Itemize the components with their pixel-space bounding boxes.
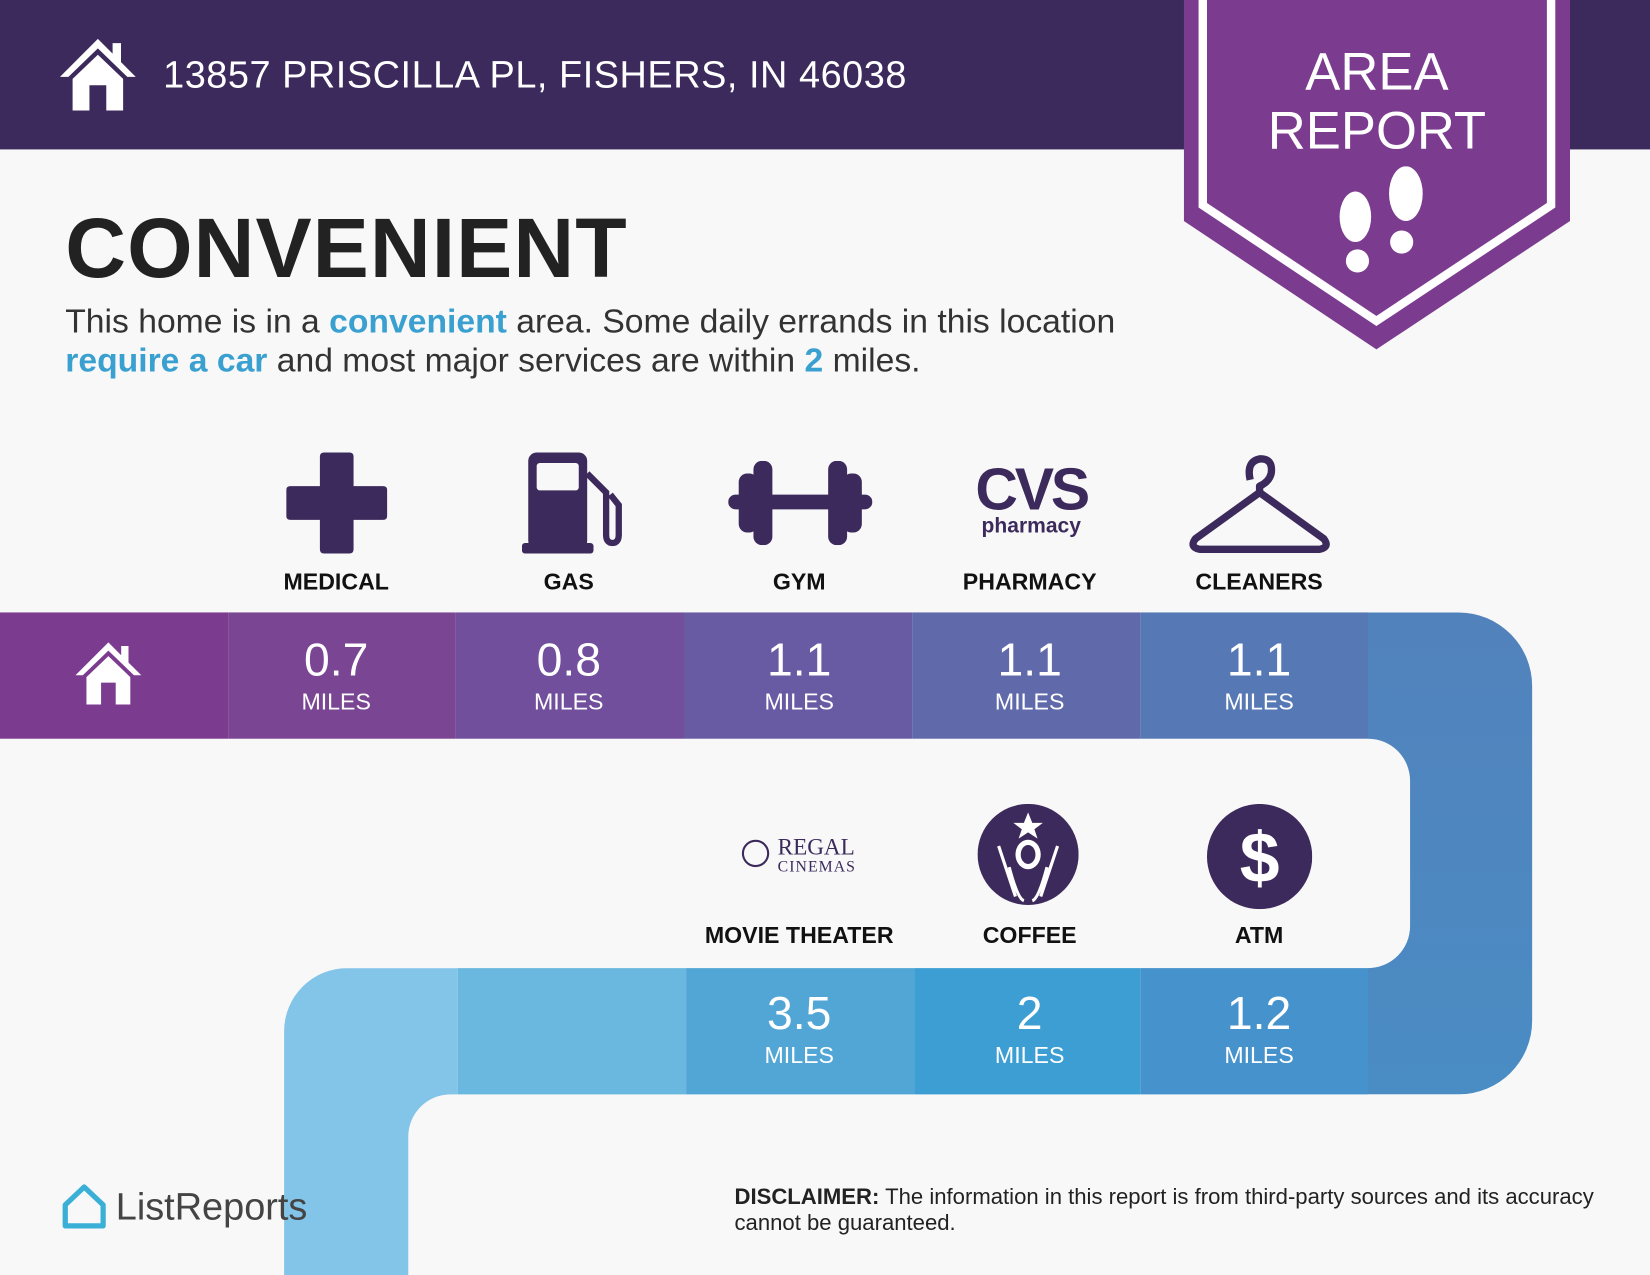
distance-cell-gym xyxy=(683,612,913,739)
distance-unit: MILES xyxy=(994,1041,1065,1069)
label-atm: ATM xyxy=(1234,921,1284,949)
distance-value: 0.7 xyxy=(304,634,369,687)
ribbon-line-2: REPORT xyxy=(1267,101,1487,160)
distance-gym: 1.1 MILES xyxy=(685,633,913,715)
distance-movie-theater: 3.5 MILES xyxy=(685,987,913,1069)
distance-atm: 1.2 MILES xyxy=(1145,987,1373,1069)
label-cleaners: CLEANERS xyxy=(1195,568,1323,595)
distance-unit: MILES xyxy=(764,1041,834,1069)
svg-text:pharmacy: pharmacy xyxy=(982,514,1082,537)
starbucks-logo xyxy=(977,803,1079,905)
distance-cell-gas xyxy=(455,612,684,739)
distance-pharmacy: 1.1 MILES xyxy=(916,633,1144,715)
svg-text:$: $ xyxy=(1240,818,1280,898)
medical-cross-icon xyxy=(286,452,388,554)
distance-unit: MILES xyxy=(764,688,834,715)
cvs-pharmacy-logo: CVS pharmacy xyxy=(975,459,1091,538)
label-medical: MEDICAL xyxy=(283,568,389,595)
hanger-icon xyxy=(1189,455,1330,553)
path-gap xyxy=(0,738,1411,969)
dumbbell-icon xyxy=(728,460,873,546)
summary-text: This home is in a convenient area. Some … xyxy=(65,302,1116,379)
regal-cinemas-logo: REGAL CINEMAS xyxy=(741,834,856,875)
distance-value: 1.1 xyxy=(1226,634,1292,687)
distance-medical: 0.7 MILES xyxy=(222,633,450,715)
distance-cell-atm xyxy=(1140,968,1368,1095)
distance-unit: MILES xyxy=(1224,1041,1294,1069)
distance-value: 3.5 xyxy=(767,988,832,1040)
distance-value: 0.8 xyxy=(536,634,601,687)
distance-gas: 0.8 MILES xyxy=(455,633,683,715)
area-report-ribbon xyxy=(1183,0,1571,350)
listreports-logo-icon xyxy=(62,1184,106,1229)
svg-text:CVS: CVS xyxy=(975,459,1088,523)
distance-value: 1.1 xyxy=(767,634,832,687)
gas-pump-icon xyxy=(521,452,622,554)
distance-unit: MILES xyxy=(1224,688,1294,715)
footprints-icon xyxy=(1339,166,1423,273)
distance-cell-movie-theater xyxy=(686,968,915,1095)
distance-value: 2 xyxy=(1016,988,1043,1040)
distance-unit: MILES xyxy=(994,688,1065,715)
home-icon xyxy=(59,38,136,111)
path-cell xyxy=(457,968,687,1095)
listreports-logo: ListReports xyxy=(61,1184,307,1230)
disclaimer: DISCLAIMER: The information in this repo… xyxy=(734,1184,1594,1236)
svg-text:CINEMAS: CINEMAS xyxy=(778,858,856,875)
ribbon-title: AREA REPORT xyxy=(1184,42,1570,160)
dollar-icon: $ xyxy=(1206,803,1313,910)
distance-unit: MILES xyxy=(301,688,371,715)
page-title: CONVENIENT xyxy=(65,200,628,295)
distance-cell-medical xyxy=(228,612,456,739)
path-gap-bottom xyxy=(408,1094,1650,1275)
brand-name: ListReports xyxy=(115,1184,308,1229)
label-movie-theater: MOVIE THEATER xyxy=(704,921,894,949)
label-pharmacy: PHARMACY xyxy=(962,568,1097,595)
label-gym: GYM xyxy=(772,568,826,595)
label-coffee: COFFEE xyxy=(982,921,1077,949)
ribbon-line-1: AREA xyxy=(1305,42,1449,102)
distance-cell-pharmacy xyxy=(912,612,1141,739)
label-gas: GAS xyxy=(543,568,594,595)
distance-value: 1.2 xyxy=(1226,988,1292,1040)
home-icon xyxy=(75,642,142,705)
distance-cleaners: 1.1 MILES xyxy=(1145,633,1373,715)
distance-coffee: 2 MILES xyxy=(916,987,1144,1069)
svg-text:REGAL: REGAL xyxy=(778,834,855,860)
distance-cell-coffee xyxy=(914,968,1141,1095)
distance-unit: MILES xyxy=(534,688,604,715)
address: 13857 PRISCILLA PL, FISHERS, IN 46038 xyxy=(163,52,907,96)
distance-cell-cleaners xyxy=(1140,612,1368,739)
distance-value: 1.1 xyxy=(997,634,1062,687)
